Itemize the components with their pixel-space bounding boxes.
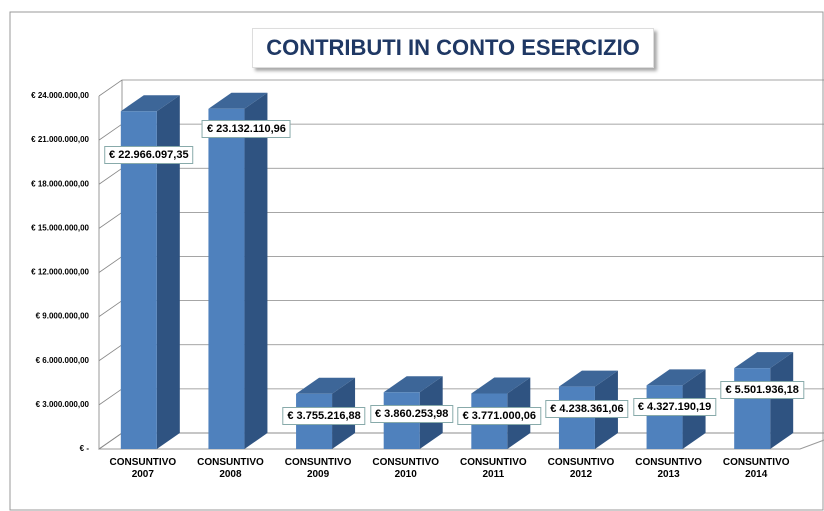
y-tick-label: € - xyxy=(80,444,90,453)
grid-line xyxy=(98,344,824,362)
value-label: € 4.238.361,06 xyxy=(545,399,629,418)
bar-front xyxy=(120,111,157,450)
grid-line xyxy=(98,211,824,229)
y-tick-label: € 18.000.000,00 xyxy=(31,179,89,188)
value-label: € 23.132.110,96 xyxy=(201,119,291,138)
bar xyxy=(208,92,268,449)
bar-top xyxy=(383,376,443,393)
y-tick-label: € 24.000.000,00 xyxy=(31,91,89,100)
value-label: € 3.755.216,88 xyxy=(282,406,366,425)
x-tick-label: CONSUNTIVO 2007 xyxy=(109,457,177,480)
y-tick-label: € 15.000.000,00 xyxy=(31,223,89,232)
y-tick-label: € 6.000.000,00 xyxy=(36,356,90,365)
x-tick-label: CONSUNTIVO 2008 xyxy=(197,457,264,480)
value-label: € 5.501.936,18 xyxy=(720,381,804,400)
chart-border xyxy=(9,11,824,511)
bar-top xyxy=(558,370,618,387)
y-tick-label: € 12.000.000,00 xyxy=(31,268,89,277)
x-tick-label: CONSUNTIVO 2012 xyxy=(547,457,615,480)
x-tick-label: CONSUNTIVO 2014 xyxy=(722,457,790,480)
x-tick-label: CONSUNTIVO 2010 xyxy=(372,457,440,480)
y-tick-label: € 9.000.000,00 xyxy=(36,312,90,321)
floor xyxy=(99,439,824,450)
value-label: € 4.327.190,19 xyxy=(632,398,717,417)
value-label: € 22.966.097,35 xyxy=(104,146,194,165)
bar-top xyxy=(296,377,356,394)
bar-front xyxy=(208,108,245,449)
bar-side xyxy=(244,92,268,449)
bar-top xyxy=(120,95,180,112)
bar-front xyxy=(558,386,595,449)
bar-side xyxy=(770,352,794,449)
y-tick-label: € 21.000.000,00 xyxy=(31,135,89,144)
bar-top xyxy=(208,92,268,109)
bar-side xyxy=(156,95,180,450)
grid-line xyxy=(98,432,824,450)
grid-line xyxy=(98,256,824,273)
bar-top xyxy=(471,377,531,394)
grid-line xyxy=(98,79,824,97)
bar-front xyxy=(646,385,683,449)
bar xyxy=(734,352,794,449)
x-tick-label: CONSUNTIVO 2011 xyxy=(459,457,527,480)
value-label: € 3.860.253,98 xyxy=(369,405,454,424)
bar xyxy=(120,95,180,450)
bar-top xyxy=(734,352,794,369)
x-tick-label: CONSUNTIVO 2009 xyxy=(284,457,352,480)
chart-title: CONTRIBUTI IN CONTO ESERCIZIO xyxy=(252,28,654,68)
y-tick-label: € 3.000.000,00 xyxy=(36,400,90,409)
value-label: € 3.771.000,06 xyxy=(457,406,542,425)
grid-line xyxy=(98,300,824,317)
bar-top xyxy=(646,369,706,386)
x-tick-label: CONSUNTIVO 2013 xyxy=(635,457,702,480)
grid-line xyxy=(98,167,824,185)
